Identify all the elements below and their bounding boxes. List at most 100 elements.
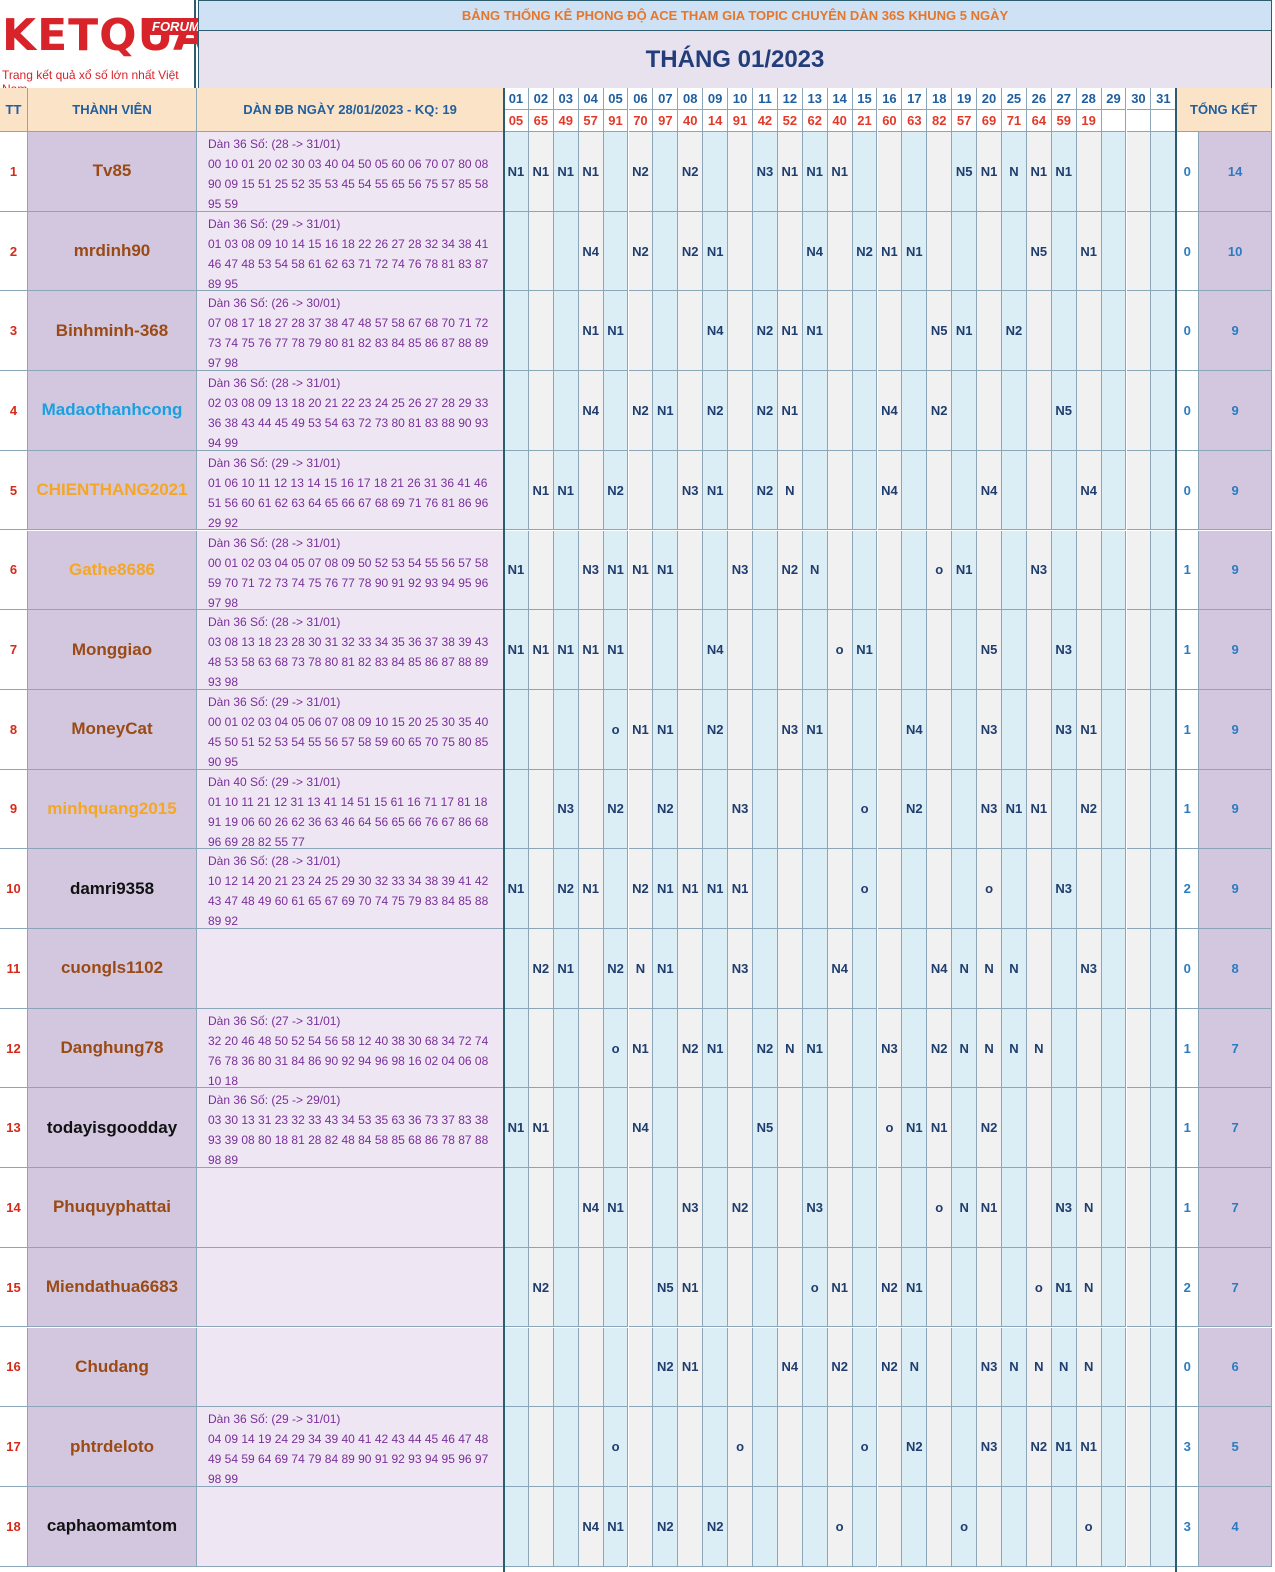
day-cell: N2 xyxy=(728,1168,753,1248)
month-title: THÁNG 01/2023 xyxy=(198,31,1272,88)
day-cell: N2 xyxy=(528,1247,554,1328)
day-cell xyxy=(528,530,554,611)
dan-line: 49 54 59 64 69 74 79 84 89 90 91 92 93 9… xyxy=(208,1452,489,1467)
dan-numbers: Dàn 36 Số: (29 -> 31/01) 01 03 08 09 10 1… xyxy=(197,211,504,292)
day-result: 60 xyxy=(877,110,903,132)
day-cell xyxy=(653,1407,679,1487)
member-name: Chudang xyxy=(28,1327,197,1408)
day-cell xyxy=(1002,371,1027,451)
summary-hits: 2 xyxy=(1176,1247,1200,1328)
day-cell xyxy=(1101,1088,1127,1169)
day-cell xyxy=(753,689,778,770)
day-cell: N1 xyxy=(528,132,554,212)
day-cell xyxy=(578,450,604,531)
day-cell xyxy=(802,371,828,451)
day-cell xyxy=(1076,371,1102,451)
day-cell xyxy=(1051,450,1077,531)
dan-line: 95 59 xyxy=(208,197,239,211)
day-number: 15 xyxy=(852,88,878,110)
day-cell: N1 xyxy=(504,1088,529,1169)
day-cell xyxy=(1002,450,1027,531)
day-cell xyxy=(653,1008,679,1089)
ketqua2-logo: KETQUA2 FORUM Trang kết quả xổ số lớn nh… xyxy=(0,0,239,96)
day-cell: N1 xyxy=(578,132,604,212)
member-name: Gathe8686 xyxy=(28,530,197,611)
day-cell xyxy=(902,291,928,372)
day-cell: N1 xyxy=(802,291,828,372)
member-name: Tv85 xyxy=(28,132,197,212)
day-cell xyxy=(952,1407,978,1487)
day-cell xyxy=(728,1247,753,1328)
day-cell xyxy=(528,689,554,770)
day-cell xyxy=(1126,929,1152,1009)
day-cell xyxy=(852,689,878,770)
day-cell xyxy=(1101,849,1127,929)
dan-numbers: Dàn 36 Số: (28 -> 31/01) 03 08 13 18 23 2… xyxy=(197,610,504,690)
day-cell: N1 xyxy=(553,610,579,690)
day-cell: N4 xyxy=(1076,450,1102,531)
dan-header: Dàn 36 Số: (29 -> 31/01) xyxy=(208,216,341,231)
dan-line: 90 95 xyxy=(208,754,239,769)
day-cell xyxy=(703,1247,729,1328)
day-cell xyxy=(753,849,778,929)
day-cell: N1 xyxy=(553,929,579,1009)
day-cell: N2 xyxy=(653,769,679,850)
day-cell xyxy=(1101,1008,1127,1089)
day-cell: N2 xyxy=(877,1247,903,1328)
day-cell xyxy=(1002,610,1027,690)
day-cell: N3 xyxy=(1051,1168,1077,1248)
dan-line: 94 99 xyxy=(208,436,239,451)
day-cell xyxy=(802,1486,828,1567)
day-result xyxy=(1126,110,1152,132)
day-cell xyxy=(1101,1247,1127,1328)
dan-line: 03 30 13 31 23 32 33 43 34 53 35 63 36 7… xyxy=(208,1113,489,1128)
day-cell xyxy=(1076,291,1102,372)
day-cell xyxy=(753,929,778,1009)
row-number: 8 xyxy=(0,689,28,770)
day-number: 08 xyxy=(678,88,704,110)
sheet-title: BẢNG THỐNG KÊ PHONG ĐỘ ACE THAM GIA TOPI… xyxy=(198,0,1272,31)
day-result: 97 xyxy=(653,110,679,132)
day-number: 04 xyxy=(578,88,604,110)
row-number: 9 xyxy=(0,769,28,850)
day-cell xyxy=(927,849,953,929)
dan-numbers: Dàn 36 Số: (28 -> 31/01) 00 01 02 03 04 0… xyxy=(197,530,504,611)
day-cell: N1 xyxy=(628,530,654,611)
day-cell: N1 xyxy=(1051,1407,1077,1487)
day-result: 40 xyxy=(827,110,853,132)
day-cell xyxy=(977,291,1002,372)
day-cell: N1 xyxy=(603,291,629,372)
dan-line: 03 08 13 18 23 28 30 31 32 33 34 35 36 3… xyxy=(208,635,489,650)
day-cell xyxy=(753,1486,778,1567)
day-cell xyxy=(653,132,679,212)
day-cell: o xyxy=(852,769,878,850)
day-cell: N1 xyxy=(802,689,828,770)
day-cell xyxy=(653,211,679,292)
day-cell: N2 xyxy=(1076,769,1102,850)
day-cell xyxy=(802,929,828,1009)
day-cell xyxy=(1101,1327,1127,1408)
summary-section-border xyxy=(1175,88,1178,1572)
day-cell xyxy=(902,1486,928,1567)
day-cell xyxy=(703,1088,729,1169)
day-cell xyxy=(877,849,903,929)
dan-header: Dàn 36 Số: (28 -> 31/01) xyxy=(208,376,341,391)
day-cell xyxy=(528,1168,554,1248)
day-cell xyxy=(877,1486,903,1567)
day-cell xyxy=(827,530,853,611)
day-cell: o xyxy=(1076,1486,1102,1567)
dan-line: 48 53 58 63 68 73 78 80 81 82 83 84 85 8… xyxy=(208,655,489,670)
day-cell xyxy=(628,1168,654,1248)
day-cell xyxy=(1002,1168,1027,1248)
summary-hits: 0 xyxy=(1176,291,1200,372)
day-cell: N1 xyxy=(628,689,654,770)
day-cell: N2 xyxy=(603,769,629,850)
day-cell xyxy=(753,1327,778,1408)
day-cell xyxy=(1076,1008,1102,1089)
day-cell xyxy=(877,132,903,212)
day-cell: N2 xyxy=(678,211,704,292)
day-cell xyxy=(1126,1168,1152,1248)
day-cell: N2 xyxy=(628,371,654,451)
dan-numbers: Dàn 36 Số: (28 -> 31/01) 02 03 08 09 13 1… xyxy=(197,371,504,451)
day-cell: N1 xyxy=(504,849,529,929)
